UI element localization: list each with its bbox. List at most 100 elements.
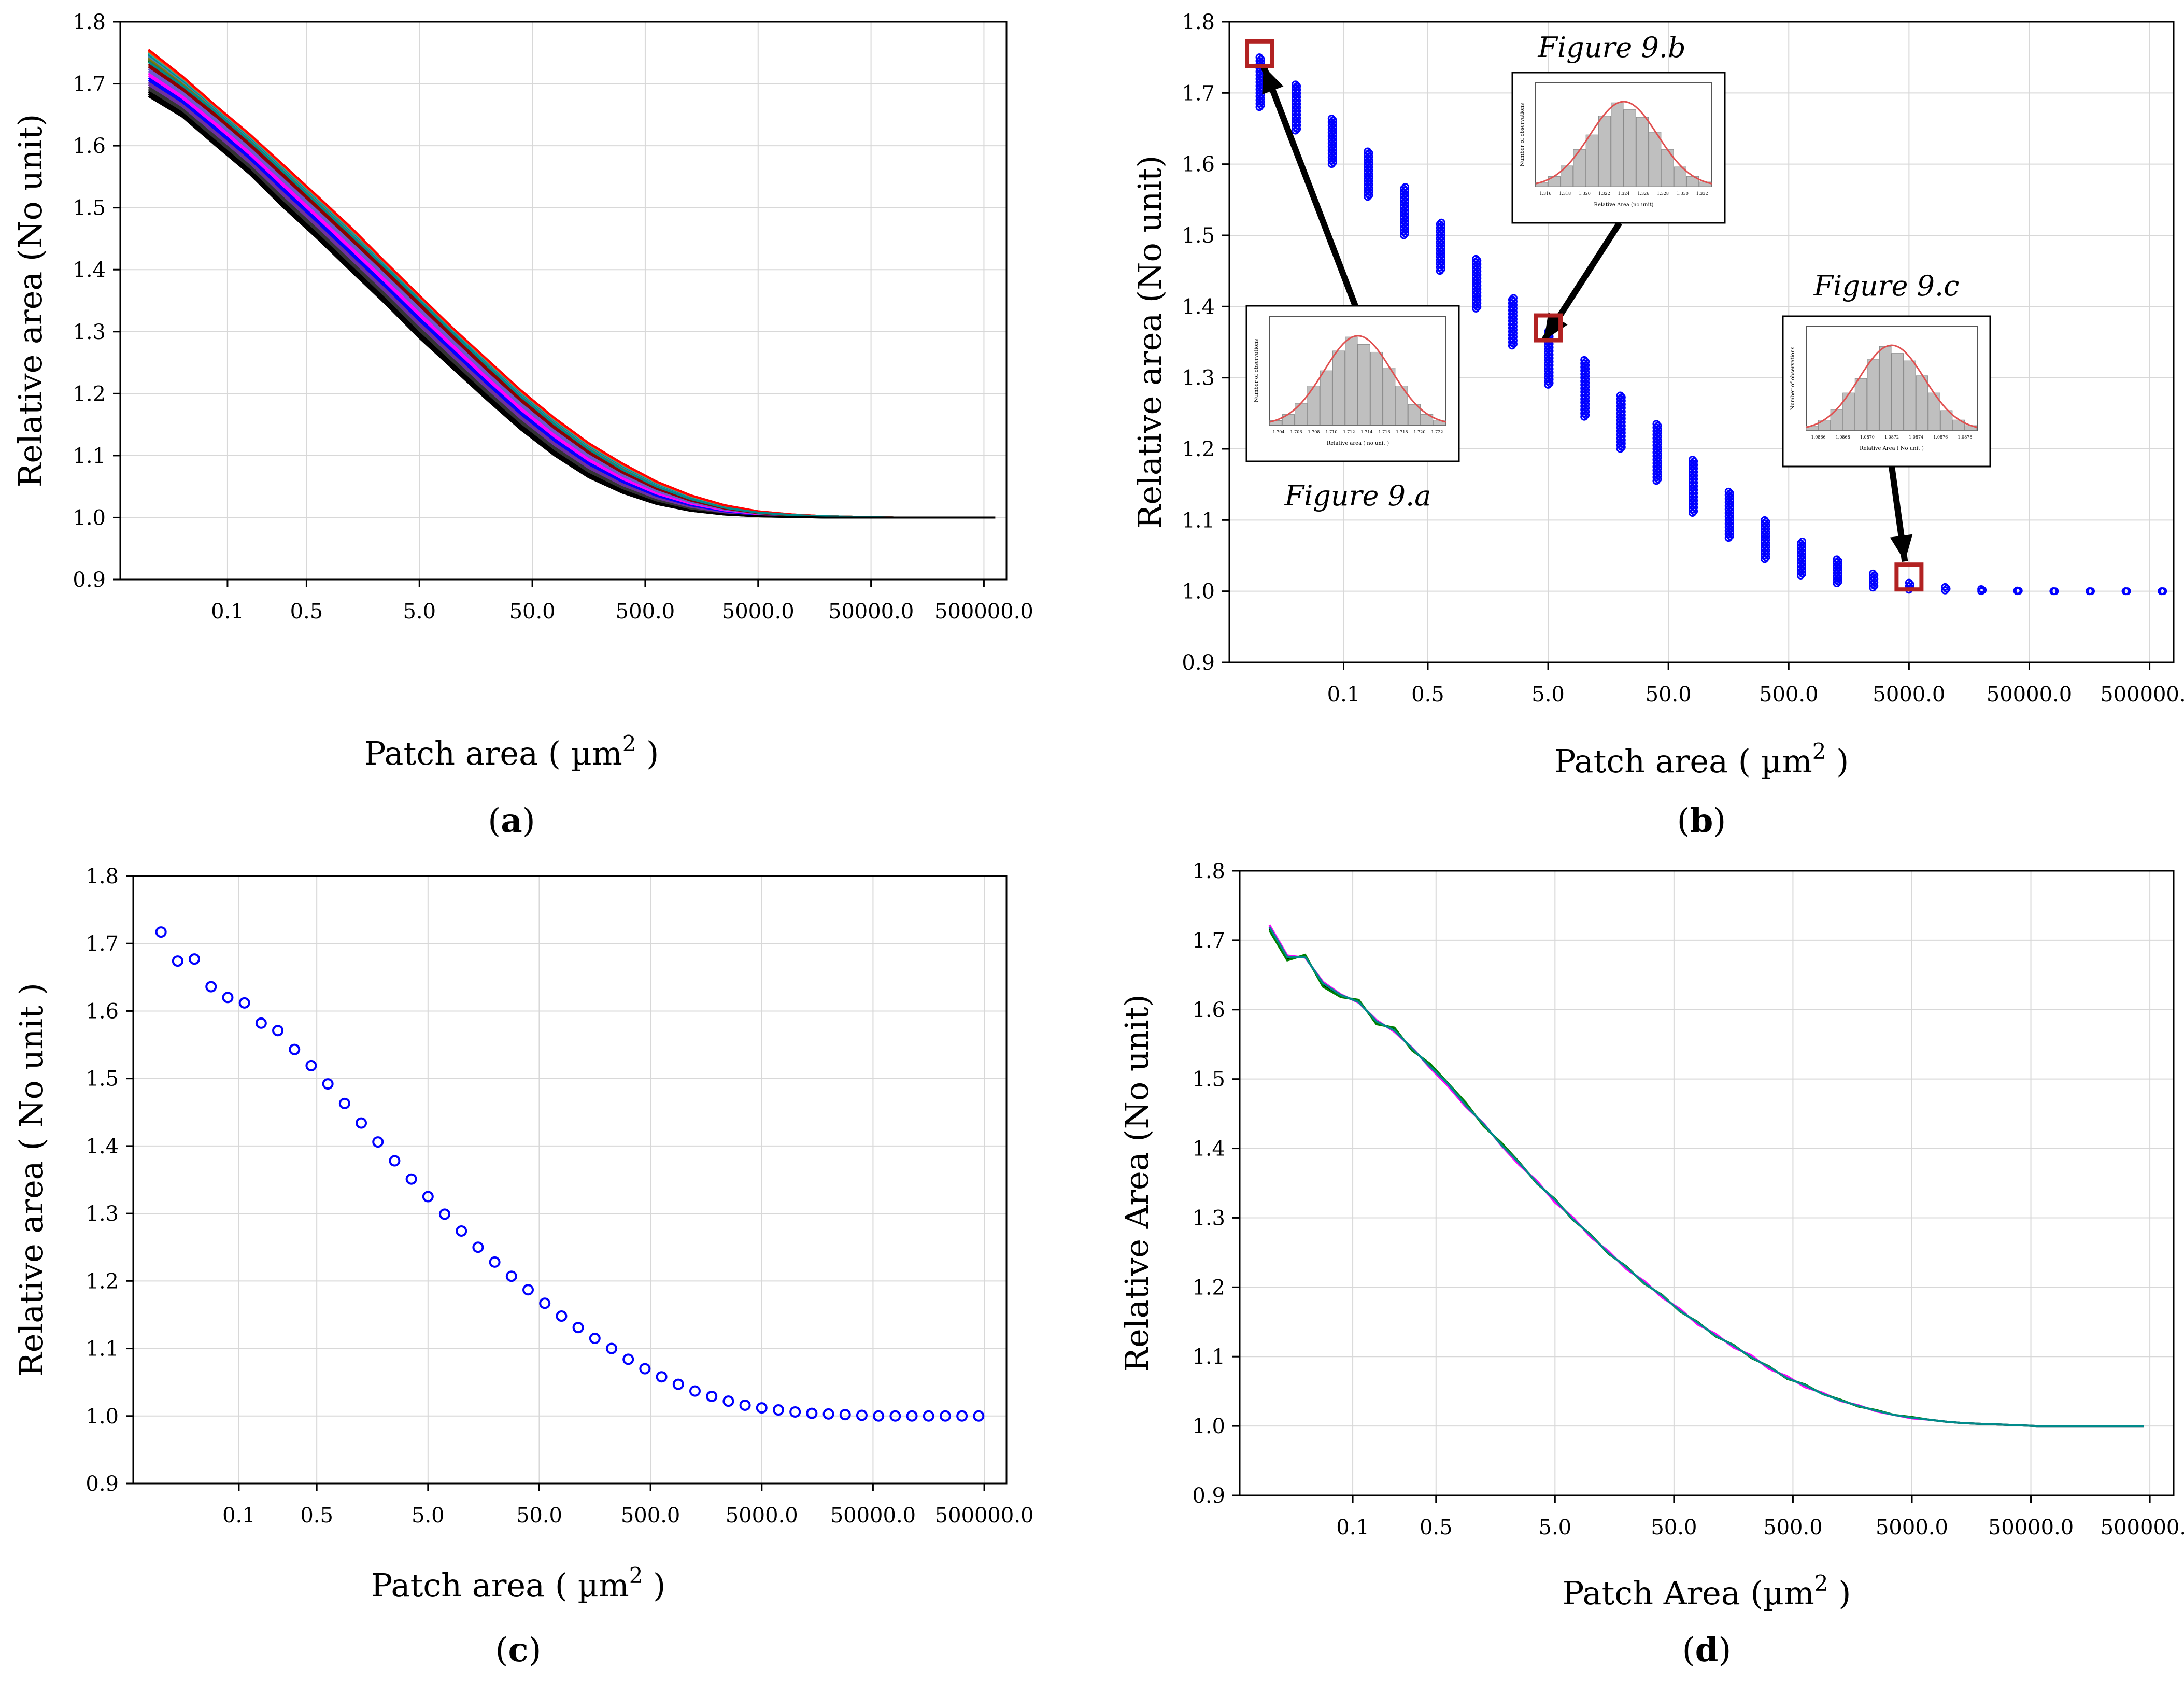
scatter-point bbox=[1327, 115, 1336, 123]
scatter-point bbox=[172, 955, 183, 967]
inset-tick-label: 1.0870 bbox=[1860, 435, 1875, 440]
histogram-bar bbox=[1891, 353, 1904, 431]
y-tick-label: 1.7 bbox=[1192, 929, 1225, 953]
inset-y-label: Number of observations bbox=[1790, 347, 1796, 411]
scatter-point bbox=[722, 1395, 734, 1407]
y-tick-label: 1.2 bbox=[73, 382, 106, 406]
grid-a bbox=[120, 21, 1006, 580]
scatter-point bbox=[739, 1399, 751, 1411]
x-tick-label: 0.5 bbox=[300, 1504, 333, 1528]
inset-x-label: Relative Area ( No unit ) bbox=[1860, 446, 1924, 451]
series-line-bundle bbox=[148, 77, 996, 519]
y-tick-label: 1.5 bbox=[1182, 224, 1215, 248]
x-tick-label: 500000.0 bbox=[935, 1504, 1034, 1528]
y-tick-label: 1.5 bbox=[1192, 1068, 1225, 1092]
inset-3: 1.0866 1.0868 1.0870 1.0872 1.0874 1.0876 1.08… bbox=[1782, 270, 1991, 592]
y-tick-label: 1.2 bbox=[86, 1269, 119, 1293]
y-tick-label: 1.3 bbox=[1192, 1206, 1225, 1230]
x-tick-label: 500.0 bbox=[616, 600, 675, 624]
scatter-point bbox=[289, 1043, 301, 1055]
y-tick-label: 1.0 bbox=[1192, 1415, 1225, 1438]
inset-x-label: Relative Area (no unit) bbox=[1594, 202, 1653, 208]
y-axis-label: Relative area ( No unit ) bbox=[12, 983, 50, 1377]
y-axis-label: Relative area (No unit) bbox=[1131, 156, 1169, 529]
y-axis-label: Relative area (No unit) bbox=[11, 114, 49, 488]
scatter-point bbox=[205, 981, 217, 993]
y-tick-label: 1.4 bbox=[86, 1135, 119, 1158]
x-tick-label: 5.0 bbox=[1531, 683, 1565, 706]
inset-tick-label: 1.704 bbox=[1273, 430, 1285, 434]
inset-tick-label: 1.322 bbox=[1598, 191, 1610, 196]
inset-tick-label: 1.330 bbox=[1677, 191, 1689, 196]
inset-tick-label: 1.326 bbox=[1637, 191, 1649, 196]
scatter-point bbox=[789, 1406, 801, 1418]
x-tick-label: 500.0 bbox=[621, 1504, 680, 1528]
scatter-point bbox=[272, 1025, 284, 1037]
inset-tick-label: 1.332 bbox=[1696, 191, 1708, 196]
scatter-point bbox=[939, 1410, 951, 1422]
y-tick-label: 1.1 bbox=[86, 1337, 119, 1361]
scatter-point bbox=[1798, 538, 1806, 546]
scatter-point bbox=[539, 1297, 551, 1309]
annotation-arrowhead bbox=[1262, 66, 1284, 95]
scatter-point bbox=[422, 1191, 434, 1203]
y-tick-label: 1.1 bbox=[1192, 1345, 1225, 1369]
scatter-point bbox=[405, 1173, 417, 1185]
y-tick-label: 1.6 bbox=[1192, 998, 1225, 1022]
x-tick-label: 0.1 bbox=[211, 600, 244, 624]
scatter-point bbox=[255, 1017, 267, 1029]
scatter-point bbox=[772, 1404, 784, 1416]
scatter-point bbox=[1761, 516, 1769, 524]
scatter-point bbox=[389, 1155, 401, 1167]
x-tick-label: 50.0 bbox=[1646, 683, 1692, 706]
histogram-bar bbox=[1867, 359, 1879, 431]
inset-tick-label: 1.722 bbox=[1431, 430, 1443, 434]
y-axis-label: Relative Area (No unit) bbox=[1118, 994, 1156, 1372]
scatter-point bbox=[1834, 557, 1842, 565]
y-tick-label: 1.3 bbox=[73, 320, 106, 344]
x-tick-label: 5000.0 bbox=[1873, 683, 1945, 706]
scatter-point bbox=[622, 1353, 634, 1365]
annotation-arrowhead bbox=[1890, 534, 1913, 562]
scatter-point bbox=[556, 1310, 568, 1322]
y-tick-label: 1.3 bbox=[86, 1202, 119, 1226]
inset-y-label: Number of observations bbox=[1254, 339, 1259, 403]
series-line-lower bbox=[148, 95, 996, 519]
scatter-point bbox=[1255, 53, 1264, 62]
plot-frame bbox=[1239, 870, 2175, 1496]
scatter-point bbox=[656, 1371, 668, 1383]
plot-frame bbox=[132, 875, 1008, 1485]
plot-frame bbox=[119, 21, 1008, 581]
series-line-run-3 bbox=[1268, 930, 2144, 1428]
scatter-point bbox=[356, 1117, 367, 1129]
scatter-point bbox=[956, 1410, 968, 1422]
scatter-point bbox=[522, 1284, 534, 1296]
y-tick-label: 1.4 bbox=[1182, 295, 1215, 319]
plot-frame bbox=[1228, 21, 2175, 663]
scatter-point bbox=[189, 953, 201, 965]
scatter-point bbox=[589, 1333, 601, 1345]
inset-tick-label: 1.0866 bbox=[1811, 435, 1826, 440]
histogram-bar bbox=[1370, 351, 1383, 426]
annotation-arrowhead bbox=[1544, 312, 1568, 341]
x-axis-label: Patch Area (µm2 ) bbox=[1563, 1571, 1851, 1612]
inset-tick-label: 1.710 bbox=[1326, 430, 1338, 434]
y-tick-label: 1.8 bbox=[73, 10, 106, 34]
histogram-bar bbox=[1904, 360, 1916, 431]
x-tick-label: 0.1 bbox=[1336, 1516, 1369, 1539]
x-axis-label: Patch area ( µm2 ) bbox=[1554, 739, 1849, 780]
panel-c: 0.9 1.0 1.1 1.2 1.3 1.4 1.5 1.6 1.7 1.8 0.1 0.5 5.0 5… bbox=[12, 865, 1033, 1670]
y-tick-label: 1.7 bbox=[86, 932, 119, 956]
scatter-point bbox=[2049, 587, 2058, 596]
scatter-point bbox=[305, 1059, 317, 1071]
scatter-point bbox=[456, 1225, 467, 1237]
x-tick-label: 5.0 bbox=[403, 600, 436, 624]
y-tick-label: 1.3 bbox=[1182, 366, 1215, 390]
panel-b: 0.9 1.0 1.1 1.2 1.3 1.4 1.5 1.6 1.7 1.8 0.1 0.5 5.0 5… bbox=[1131, 10, 2184, 840]
x-tick-label: 0.5 bbox=[290, 600, 323, 624]
highlight-square bbox=[1894, 562, 1924, 592]
inset-title: Figure 9.c bbox=[1813, 270, 1960, 302]
y-tick-label: 1.1 bbox=[73, 444, 106, 468]
histogram-bar bbox=[1623, 109, 1636, 187]
scatter-point bbox=[1905, 578, 1913, 587]
